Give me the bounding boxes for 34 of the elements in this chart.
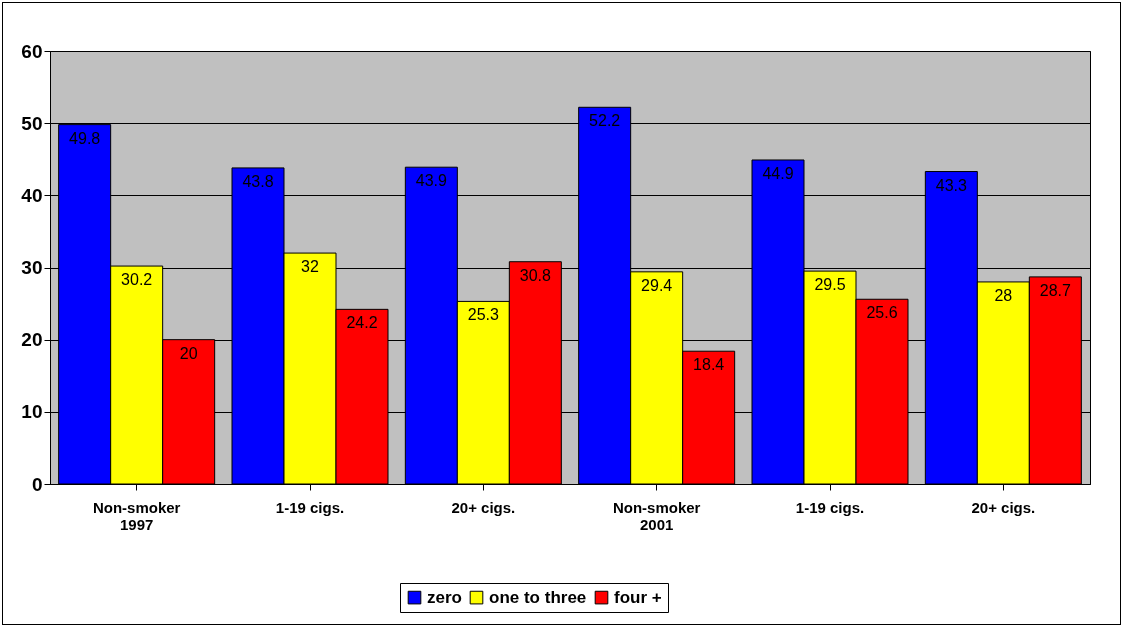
x-tick-label: Non-smoker 1997: [92, 498, 181, 533]
x-tick-label: Non-smoker 2001: [612, 498, 701, 533]
legend-label: one to three: [489, 587, 587, 607]
data-label: 43.3: [935, 176, 968, 194]
y-tick-label: 10: [21, 401, 43, 423]
data-label: 30.2: [121, 271, 153, 289]
data-label: 24.2: [346, 314, 378, 332]
legend-label: four +: [614, 587, 662, 607]
data-label: 25.3: [467, 306, 500, 324]
data-label: 49.8: [69, 129, 101, 147]
data-label: 30.8: [519, 266, 552, 284]
y-tick-label: 20: [21, 329, 43, 351]
data-label: 25.6: [866, 304, 898, 322]
data-label: 28.7: [1039, 281, 1072, 299]
data-label: 29.4: [641, 276, 673, 294]
x-tick-label: 1-19 cigs.: [275, 498, 345, 516]
legend-label: zero: [427, 587, 462, 607]
y-tick-label: 30: [21, 257, 43, 278]
x-tick-label: 1-19 cigs.: [795, 498, 865, 516]
x-tick-label: 20+ cigs.: [451, 498, 516, 516]
data-label: 52.2: [589, 112, 621, 130]
y-tick-label: 60: [21, 40, 43, 62]
data-label: 44.9: [762, 164, 794, 182]
y-tick-label: 40: [21, 184, 43, 206]
data-label: 43.8: [242, 172, 274, 190]
data-label: 43.9: [415, 172, 448, 190]
data-label: 28: [994, 286, 1013, 304]
y-tick-label: 50: [21, 112, 43, 134]
data-label: 32: [301, 258, 319, 276]
data-label: 20: [179, 344, 198, 362]
data-label: 18.4: [693, 356, 725, 374]
y-tick-label: 0: [31, 473, 43, 495]
x-tick-label: 20+ cigs.: [971, 498, 1036, 516]
data-label: 29.5: [814, 276, 846, 294]
